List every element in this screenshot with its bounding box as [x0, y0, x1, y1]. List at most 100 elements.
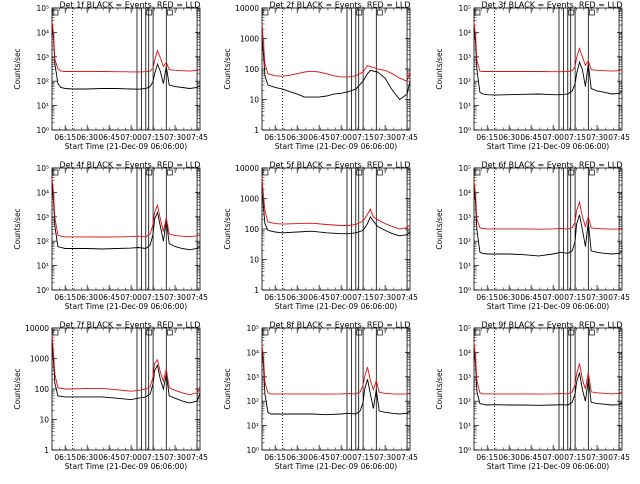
plot-frame	[473, 327, 623, 451]
y-axis-label: Counts/sec	[223, 48, 232, 89]
y-tick-label: 10⁵	[36, 164, 49, 173]
y-tick-label: 10²	[458, 77, 471, 86]
x-tick-label: 07:45	[608, 133, 630, 142]
y-axis-label: Counts/sec	[223, 368, 232, 409]
x-tick-label: 06:45	[308, 453, 330, 462]
flag-marker	[588, 169, 595, 176]
y-tick-label: 10000	[25, 324, 49, 333]
y-tick-label: 100	[35, 385, 50, 394]
y-tick-label: 10	[39, 416, 49, 425]
series-line-events	[473, 188, 623, 257]
x-axis-label: Start Time (21-Dec-09 06:06:00)	[65, 302, 187, 311]
x-tick-label: 07:00	[542, 293, 564, 302]
x-tick-label: 06:45	[98, 293, 120, 302]
x-tick-label: 06:15	[54, 453, 76, 462]
chart-panel-5: Det 5f BLACK = Events, RED = LLD 1 10 100 10…	[223, 161, 418, 312]
x-tick-label: 06:45	[308, 293, 330, 302]
x-tick-label: 06:15	[264, 293, 286, 302]
x-tick-label: 06:30	[498, 293, 520, 302]
x-tick-label: 07:00	[330, 133, 352, 142]
chart-title: Det 8f BLACK = Events, RED = LLD	[269, 321, 410, 330]
chart-title: Det 4f BLACK = Events, RED = LLD	[59, 161, 200, 170]
flag-marker	[262, 329, 269, 336]
y-tick-label: 10¹	[36, 262, 49, 271]
x-tick-label: 07:15	[142, 453, 164, 462]
y-axis-label: Counts/sec	[435, 368, 444, 409]
flag-marker	[588, 9, 595, 16]
series-line-lld	[51, 177, 201, 238]
y-tick-label: 10	[249, 256, 259, 265]
x-tick-label: 06:30	[498, 133, 520, 142]
y-axis-label: Counts/sec	[13, 48, 22, 89]
flag-marker	[474, 329, 481, 336]
plot-frame	[261, 327, 411, 451]
x-tick-label: 07:45	[186, 133, 208, 142]
x-tick-label: 07:15	[564, 293, 586, 302]
series-line-lld	[51, 20, 201, 73]
x-tick-label: 06:15	[264, 453, 286, 462]
x-tick-label: 06:30	[286, 293, 308, 302]
y-tick-label: 10⁴	[458, 348, 471, 357]
chart-panel-8: Det 8f BLACK = Events, RED = LLD 10⁰ 10¹ 10…	[223, 321, 418, 472]
x-tick-label: 07:45	[608, 293, 630, 302]
x-tick-label: 06:15	[476, 133, 498, 142]
x-tick-label: 07:30	[586, 133, 608, 142]
x-tick-label: 06:30	[76, 133, 98, 142]
flag-marker	[376, 9, 383, 16]
y-tick-label: 10¹	[458, 422, 471, 431]
chart-title: Det 3f BLACK = Events, RED = LLD	[481, 1, 622, 10]
x-tick-label: 07:30	[586, 293, 608, 302]
chart-title: Det 2f BLACK = Events, RED = LLD	[269, 1, 410, 10]
y-tick-label: 10³	[458, 373, 471, 382]
y-tick-label: 10¹	[458, 262, 471, 271]
y-tick-label: 1000	[30, 355, 49, 364]
y-tick-label: 10³	[246, 373, 259, 382]
y-axis-label: Counts/sec	[13, 208, 22, 249]
y-tick-label: 10⁵	[458, 4, 471, 13]
y-tick-label: 1000	[240, 195, 259, 204]
x-tick-label: 07:15	[142, 133, 164, 142]
y-tick-label: 1	[254, 126, 259, 135]
flag-marker	[356, 9, 363, 16]
y-axis-label: Counts/sec	[435, 208, 444, 249]
chart-title: Det 5f BLACK = Events, RED = LLD	[269, 161, 410, 170]
x-tick-label: 06:15	[476, 293, 498, 302]
x-tick-label: 07:30	[374, 293, 396, 302]
y-tick-label: 10²	[458, 397, 471, 406]
x-tick-label: 06:30	[498, 453, 520, 462]
series-line-events	[473, 28, 623, 96]
chart-title: Det 1f BLACK = Events, RED = LLD	[59, 1, 200, 10]
y-tick-label: 10⁴	[458, 188, 471, 197]
y-tick-label: 10⁰	[458, 126, 471, 135]
y-tick-label: 10²	[36, 237, 49, 246]
y-tick-label: 10⁵	[458, 164, 471, 173]
y-tick-label: 10⁴	[36, 188, 49, 197]
y-tick-label: 100	[245, 65, 260, 74]
y-tick-label: 10¹	[458, 102, 471, 111]
flag-marker	[262, 9, 269, 16]
series-line-events	[473, 350, 623, 406]
y-tick-label: 10⁴	[458, 28, 471, 37]
flag-marker	[52, 169, 59, 176]
flag-marker	[568, 9, 575, 16]
y-axis-label: Counts/sec	[223, 208, 232, 249]
y-tick-label: 10¹	[246, 422, 259, 431]
y-tick-label: 10⁵	[458, 324, 471, 333]
y-tick-label: 10⁰	[458, 286, 471, 295]
y-tick-label: 1000	[240, 35, 259, 44]
x-tick-label: 07:30	[164, 133, 186, 142]
x-tick-label: 07:30	[164, 293, 186, 302]
x-tick-label: 06:45	[98, 453, 120, 462]
x-tick-label: 07:00	[542, 453, 564, 462]
x-tick-label: 07:00	[120, 453, 142, 462]
y-axis-label: Counts/sec	[435, 48, 444, 89]
chart-title: Det 6f BLACK = Events, RED = LLD	[481, 161, 622, 170]
chart-title: Det 9f BLACK = Events, RED = LLD	[481, 321, 622, 330]
x-tick-label: 07:45	[396, 453, 418, 462]
x-tick-label: 06:30	[286, 453, 308, 462]
flag-marker	[166, 169, 173, 176]
y-tick-label: 10000	[235, 164, 259, 173]
y-tick-label: 10⁴	[36, 28, 49, 37]
series-line-lld	[473, 22, 623, 73]
